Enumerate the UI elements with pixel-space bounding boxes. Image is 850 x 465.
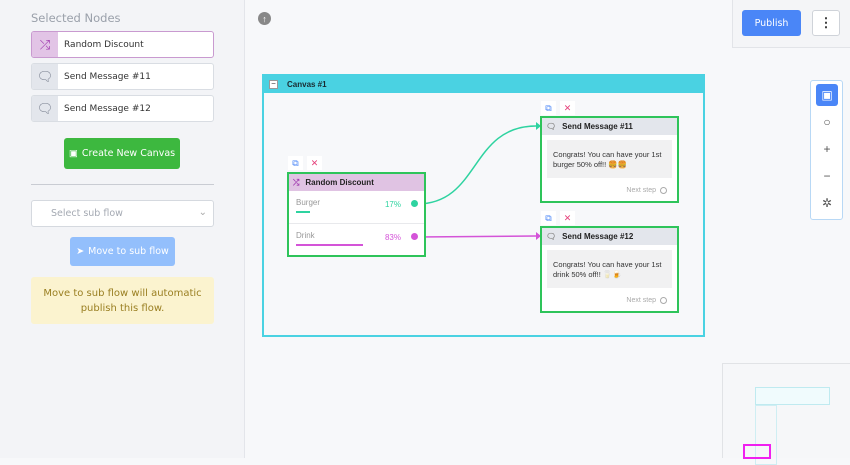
edge-burger — [416, 125, 537, 205]
random-discount-node[interactable]: ⤮ Random Discount Burger 17% Drink 83% — [287, 172, 426, 257]
edge-drink — [416, 235, 537, 238]
selected-nodes-title: Selected Nodes — [31, 11, 121, 25]
message-icon: 🗨 — [546, 122, 557, 131]
selected-node-random-discount[interactable]: ⤮ Random Discount — [31, 31, 214, 58]
message-icon: 🗨 — [32, 64, 58, 89]
zoom-in-icon[interactable]: + — [823, 142, 831, 156]
message-icon: 🗨 — [32, 96, 58, 121]
shuffle-icon: ⤮ — [293, 177, 300, 187]
search-icon[interactable]: ○ — [823, 115, 831, 129]
branch-name: Drink — [296, 231, 315, 240]
next-step-label: Next step — [626, 297, 656, 304]
minimap-canvas — [755, 387, 830, 405]
branch-percent: 83% — [384, 233, 401, 242]
move-to-sub-flow-button[interactable]: ➤ Move to sub flow — [70, 237, 175, 266]
delete-icon[interactable]: ✕ — [307, 156, 322, 170]
message-icon: 🗨 — [546, 232, 557, 241]
next-step[interactable]: Next step — [626, 187, 667, 194]
canvas-header: − Canvas #1 — [264, 76, 703, 93]
next-step-label: Next step — [626, 187, 656, 194]
branch-percent: 17% — [384, 200, 401, 209]
zoom-out-icon[interactable]: − — [823, 169, 831, 183]
branch-burger: Burger 17% — [289, 191, 424, 224]
node-title: Random Discount — [305, 178, 374, 187]
selected-node-send-message-12[interactable]: 🗨 Send Message #12 — [31, 95, 214, 122]
next-step[interactable]: Next step — [626, 297, 667, 304]
sidebar: Selected Nodes ⤮ Random Discount 🗨 Send Me… — [0, 0, 245, 458]
output-handle[interactable] — [411, 233, 418, 240]
branch-bar — [296, 244, 363, 246]
publish-button[interactable]: Publish — [742, 10, 801, 36]
chevron-down-icon: ⌄ — [198, 207, 207, 218]
arrow-up-icon[interactable]: ↑ — [258, 12, 271, 25]
output-handle[interactable] — [411, 200, 418, 207]
minimap-viewport[interactable] — [743, 444, 771, 459]
sub-flow-placeholder: Select sub flow — [51, 208, 123, 219]
auto-layout-icon[interactable]: ✲ — [821, 196, 833, 210]
copy-icon[interactable]: ⧉ — [541, 211, 556, 225]
send-message-11-node[interactable]: 🗨 Send Message #11 Congrats! You can have… — [540, 116, 679, 203]
folder-plus-icon: ▣ — [68, 148, 78, 159]
next-step-handle[interactable] — [660, 187, 667, 194]
copy-icon[interactable]: ⧉ — [541, 101, 556, 115]
canvas-title: Canvas #1 — [287, 80, 327, 89]
selected-node-label: Random Discount — [64, 39, 144, 50]
add-folder-icon[interactable]: ▣ — [816, 84, 838, 106]
copy-icon[interactable]: ⧉ — [288, 156, 303, 170]
branch-drink: Drink 83% — [289, 224, 424, 257]
edge-arrow — [536, 232, 541, 240]
edge-arrow — [536, 122, 541, 130]
minimap[interactable] — [722, 363, 850, 465]
collapse-icon[interactable]: − — [269, 80, 278, 89]
message-text: Congrats! You can have your 1st drink 50… — [547, 250, 672, 288]
send-icon: ➤ — [76, 246, 85, 257]
delete-icon[interactable]: ✕ — [560, 101, 575, 115]
canvas-toolbar: ▣ ○ + − ✲ — [810, 80, 843, 220]
move-label: Move to sub flow — [88, 246, 169, 257]
send-message-12-node[interactable]: 🗨 Send Message #12 Congrats! You can have… — [540, 226, 679, 313]
create-canvas-label: Create New Canvas — [81, 148, 176, 159]
branch-name: Burger — [296, 198, 321, 207]
node-title: Send Message #11 — [562, 122, 633, 131]
message-text: Congrats! You can have your 1st burger 5… — [547, 140, 672, 178]
selected-node-label: Send Message #12 — [64, 103, 151, 114]
create-new-canvas-button[interactable]: ▣ Create New Canvas — [64, 138, 180, 169]
branch-bar — [296, 211, 310, 213]
node-title: Send Message #12 — [562, 232, 634, 241]
shuffle-icon: ⤮ — [32, 32, 58, 57]
divider — [31, 184, 214, 185]
selected-node-send-message-11[interactable]: 🗨 Send Message #11 — [31, 63, 214, 90]
delete-icon[interactable]: ✕ — [560, 211, 575, 225]
more-options-button[interactable]: ⋮ — [812, 10, 840, 36]
next-step-handle[interactable] — [660, 297, 667, 304]
selected-node-label: Send Message #11 — [64, 71, 151, 82]
publish-warning-note: Move to sub flow will automatic publish … — [31, 277, 214, 324]
sub-flow-select[interactable]: Select sub flow ⌄ — [31, 200, 214, 227]
